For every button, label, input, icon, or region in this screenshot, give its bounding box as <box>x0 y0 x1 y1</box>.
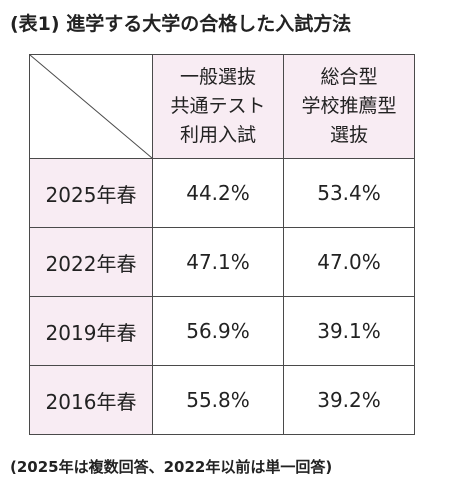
comprehensive-recommendation-value: 53.4% <box>283 158 415 228</box>
table-row: 2025年春 44.2% 53.4% <box>29 158 415 228</box>
general-selection-value: 47.1% <box>152 227 284 297</box>
header-row: 一般選抜 共通テスト 利用入試 総合型 学校推薦型 選抜 <box>29 54 415 159</box>
column-header-line: 総合型 <box>320 66 378 88</box>
diagonal-line <box>30 55 152 158</box>
comprehensive-recommendation-value: 39.2% <box>283 365 415 435</box>
row-label: 2016年春 <box>29 365 153 435</box>
column-header-line: 学校推薦型 <box>301 95 397 117</box>
column-header-comprehensive-recommendation: 総合型 学校推薦型 選抜 <box>283 54 415 159</box>
general-selection-value: 56.9% <box>152 296 284 366</box>
comprehensive-recommendation-value: 47.0% <box>283 227 415 297</box>
column-header-line: 共通テスト <box>170 95 266 117</box>
column-header-general-selection: 一般選抜 共通テスト 利用入試 <box>152 54 284 159</box>
footnote: (2025年は複数回答、2022年以前は単一回答) <box>10 458 333 476</box>
row-label: 2022年春 <box>29 227 153 297</box>
general-selection-value: 44.2% <box>152 158 284 228</box>
corner-cell <box>29 54 153 159</box>
column-header-line: 利用入試 <box>179 124 256 146</box>
column-header-line: 一般選抜 <box>179 66 256 88</box>
table-row: 2016年春 55.8% 39.2% <box>29 365 415 435</box>
comprehensive-recommendation-value: 39.1% <box>283 296 415 366</box>
admission-method-table: 一般選抜 共通テスト 利用入試 総合型 学校推薦型 選抜 2025年春 44.2… <box>29 54 415 435</box>
general-selection-value: 55.8% <box>152 365 284 435</box>
table-row: 2022年春 47.1% 47.0% <box>29 227 415 297</box>
table-row: 2019年春 56.9% 39.1% <box>29 296 415 366</box>
row-label: 2019年春 <box>29 296 153 366</box>
table-title: (表1) 進学する大学の合格した入試方法 <box>10 13 352 35</box>
column-header-line: 選抜 <box>329 124 368 146</box>
row-label: 2025年春 <box>29 158 153 228</box>
